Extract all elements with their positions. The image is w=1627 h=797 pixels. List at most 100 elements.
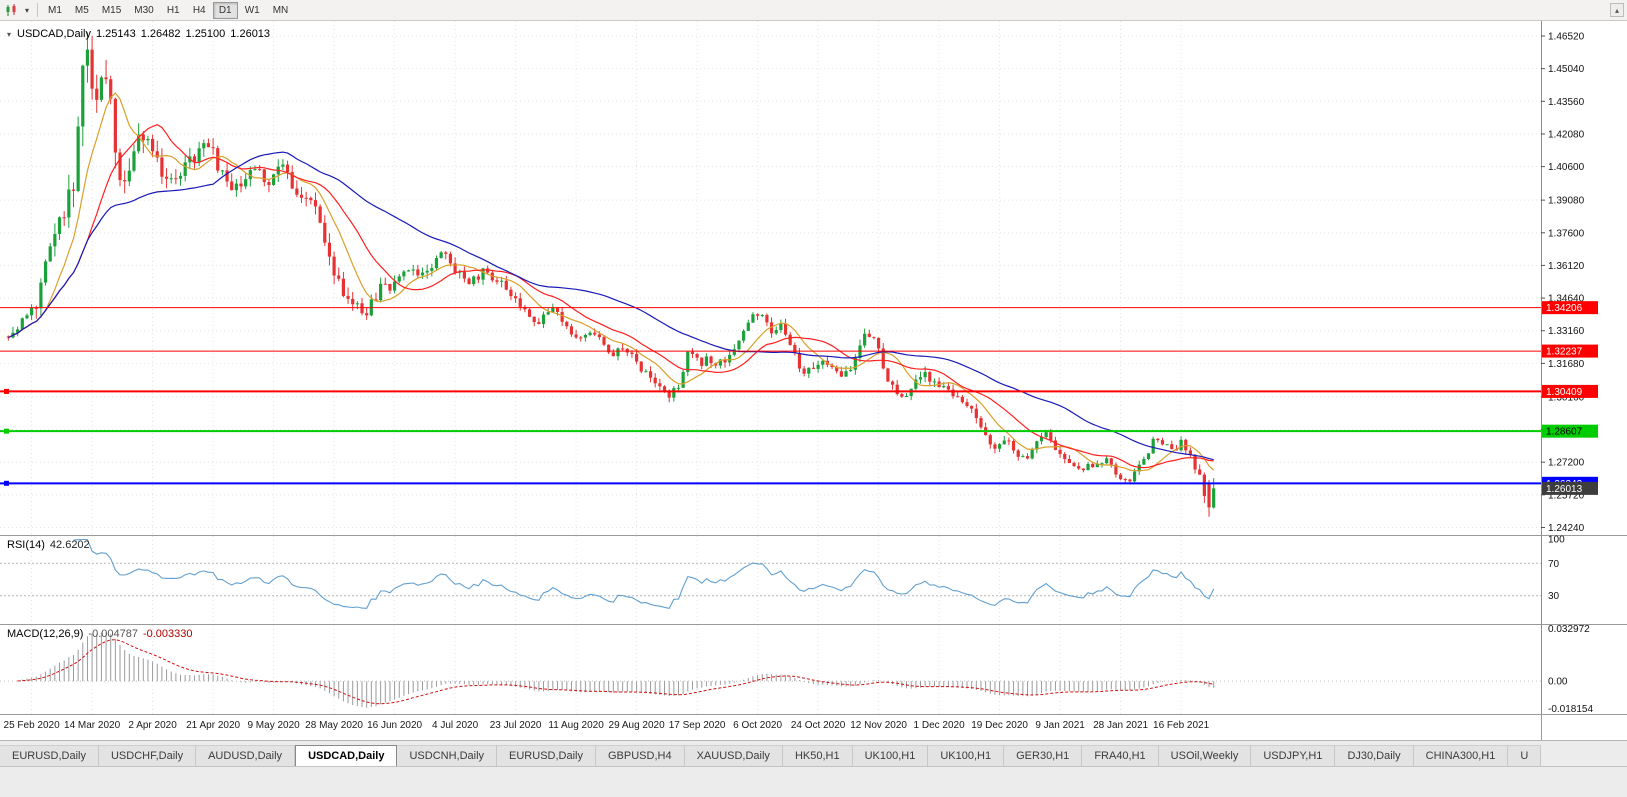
- macd-axis-label: 0.00: [1548, 677, 1568, 688]
- timeframe-button-m15[interactable]: M15: [101, 4, 122, 16]
- chart-tab-usdcad-daily[interactable]: USDCAD,Daily: [295, 745, 398, 766]
- timeframe-button-mn[interactable]: MN: [272, 4, 289, 16]
- price-tick-label: 1.45040: [1548, 64, 1585, 75]
- chart-workspace: 1.46520 1.45040 1.43560 1.42080 1.40600 1.390…: [0, 21, 1627, 741]
- time-axis-label: 24 Oct 2020: [790, 720, 846, 731]
- time-axis-label: 4 Jul 2020: [432, 720, 479, 731]
- timeframe-button-m1[interactable]: M1: [48, 4, 62, 16]
- chart-tab-u[interactable]: U: [1508, 745, 1542, 766]
- time-axis-label: 2 Apr 2020: [128, 720, 177, 731]
- price-tick-label: 1.43560: [1548, 97, 1585, 108]
- rsi-indicator-panel[interactable]: 100 70 30: [0, 535, 1627, 624]
- timeframe-button-m30[interactable]: M30: [134, 4, 154, 16]
- time-axis-label: 9 Jan 2021: [1035, 720, 1085, 731]
- rsi-label: RSI(14) 42.6202: [7, 539, 90, 551]
- chart-tabs: EURUSD,Daily USDCHF,Daily AUDUSD,Daily USDC…: [0, 745, 1627, 767]
- hline-price-label: [1542, 301, 1598, 315]
- rsi-name: RSI(14): [7, 539, 45, 551]
- chart-tab-usoil-weekly[interactable]: USOil,Weekly: [1158, 745, 1252, 766]
- toolbar-overflow-button[interactable]: ▴: [1610, 3, 1624, 17]
- timeframe-button-h4[interactable]: H4: [192, 4, 206, 16]
- price-tick-label: 1.27200: [1548, 458, 1585, 469]
- timeframe-button-h1[interactable]: H1: [166, 4, 180, 16]
- time-axis-label: 16 Feb 2021: [1153, 720, 1210, 731]
- main-price-chart[interactable]: 1.46520 1.45040 1.43560 1.42080 1.40600 1.390…: [0, 21, 1627, 535]
- axis-corner-line: [1541, 715, 1542, 741]
- one-click-trading-icon[interactable]: ▾: [7, 29, 12, 39]
- time-axis-label: 21 Apr 2020: [186, 720, 241, 731]
- chart-dropdown-icon[interactable]: ▾: [24, 5, 29, 15]
- macd-main-value: -0.004787: [88, 628, 138, 640]
- candles-layer: [6, 32, 1216, 517]
- chart-tab-bar: EURUSD,Daily USDCHF,Daily AUDUSD,Daily USDC…: [0, 740, 1627, 797]
- rsi-level-label: 70: [1548, 559, 1560, 570]
- timeframe-button-d1[interactable]: D1: [212, 1, 238, 19]
- time-axis-label: 19 Dec 2020: [971, 720, 1028, 731]
- hline-price-text: 1.30409: [1546, 387, 1583, 398]
- toolbar-separator: [37, 3, 38, 17]
- price-tick-label: 1.24240: [1548, 523, 1585, 534]
- chart-tab-usdchf-daily[interactable]: USDCHF,Daily: [98, 745, 197, 766]
- ma-line-18: [8, 124, 1214, 469]
- price-tick-label: 1.46520: [1548, 32, 1585, 43]
- time-axis-label: 16 Jun 2020: [367, 720, 423, 731]
- timeframe-button-w1[interactable]: W1: [244, 4, 260, 16]
- ohlc-high: 1.26482: [140, 28, 181, 40]
- macd-indicator-panel[interactable]: 0.032972 0.00 -0.018154: [0, 624, 1627, 714]
- chart-tab-china300-h1[interactable]: CHINA300,H1: [1413, 745, 1509, 766]
- time-axis-label: 11 Aug 2020: [548, 720, 604, 731]
- price-axis: 1.46520 1.45040 1.43560 1.42080 1.40600 1.390…: [1541, 21, 1598, 535]
- chart-ohlc-readout: ▾ USDCAD,Daily 1.25143 1.26482 1.25100 1…: [7, 28, 270, 40]
- grid-layer: [0, 21, 1541, 535]
- macd-axis-label: 0.032972: [1548, 624, 1590, 635]
- macd-name: MACD(12,26,9): [7, 628, 84, 640]
- chart-tab-ger30-h1[interactable]: GER30,H1: [1004, 745, 1083, 766]
- line-handle: [4, 428, 9, 434]
- price-tick-label: 1.25720: [1548, 490, 1585, 501]
- chart-tab-gbpusd-h4[interactable]: GBPUSD,H4: [596, 745, 685, 766]
- hline-price-text: 1.32237: [1546, 347, 1583, 358]
- chart-type-icon[interactable]: [3, 2, 21, 19]
- ma-line-9: [8, 92, 1215, 472]
- timeframe-toolbar: ▾ M1 M5 M15 M30 H1 H4 D1 W1 MN ▴: [0, 0, 1627, 21]
- chart-tab-uk100-h1[interactable]: UK100,H1: [928, 745, 1005, 766]
- chart-tab-xauusd-daily[interactable]: XAUUSD,Daily: [684, 745, 783, 766]
- hline-price-label: [1542, 384, 1598, 398]
- time-axis[interactable]: 25 Feb 2020 14 Mar 2020 2 Apr 2020 21 Apr 2…: [0, 714, 1627, 741]
- chart-tab-hk50-h1[interactable]: HK50,H1: [782, 745, 853, 766]
- time-axis-label: 6 Oct 2020: [733, 720, 783, 731]
- hline-price-text: 1.34206: [1546, 303, 1583, 314]
- timeframe-button-m5[interactable]: M5: [74, 4, 89, 16]
- current-price-text: 1.26013: [1546, 484, 1583, 495]
- timeframe-buttons: M1 M5 M15 M30 H1 H4 D1 W1 MN: [42, 1, 294, 19]
- ohlc-close: 1.26013: [230, 28, 271, 40]
- chart-symbol-label: USDCAD,Daily: [17, 28, 91, 40]
- time-axis-label: 12 Nov 2020: [850, 720, 907, 731]
- price-tick-label: 1.40600: [1548, 162, 1585, 173]
- macd-signal-value: -0.003330: [142, 628, 193, 640]
- rsi-value: 42.6202: [49, 539, 90, 551]
- time-axis-label: 9 May 2020: [247, 720, 300, 731]
- rsi-level-label: 30: [1548, 591, 1560, 602]
- chart-tab-usdjpy-h1[interactable]: USDJPY,H1: [1251, 745, 1336, 766]
- line-handle: [4, 480, 9, 486]
- price-tick-label: 1.39080: [1548, 196, 1585, 207]
- time-axis-label: 29 Aug 2020: [608, 720, 665, 731]
- candlestick-glyph: [6, 3, 16, 16]
- time-axis-label: 17 Sep 2020: [668, 720, 726, 731]
- time-axis-label: 25 Feb 2020: [3, 720, 60, 731]
- ohlc-open: 1.25143: [95, 28, 136, 40]
- time-axis-label: 28 Jan 2021: [1093, 720, 1149, 731]
- macd-histogram: [17, 632, 1215, 708]
- price-tick-label: 1.37600: [1548, 228, 1585, 239]
- chart-tab-eurusd-daily[interactable]: EURUSD,Daily: [0, 745, 99, 766]
- chart-tab-fra40-h1[interactable]: FRA40,H1: [1082, 745, 1159, 766]
- hline-price-text: 1.28607: [1546, 427, 1583, 438]
- chart-tab-uk100-h1[interactable]: UK100,H1: [852, 745, 929, 766]
- price-tick-label: 1.33160: [1548, 326, 1585, 337]
- chart-tab-eurusd-daily[interactable]: EURUSD,Daily: [497, 745, 596, 766]
- chart-tab-usdcnh-daily[interactable]: USDCNH,Daily: [397, 745, 498, 766]
- chart-tab-dj30-daily[interactable]: DJ30,Daily: [1335, 745, 1414, 766]
- rsi-line: [73, 538, 1215, 610]
- chart-tab-audusd-daily[interactable]: AUDUSD,Daily: [196, 745, 296, 766]
